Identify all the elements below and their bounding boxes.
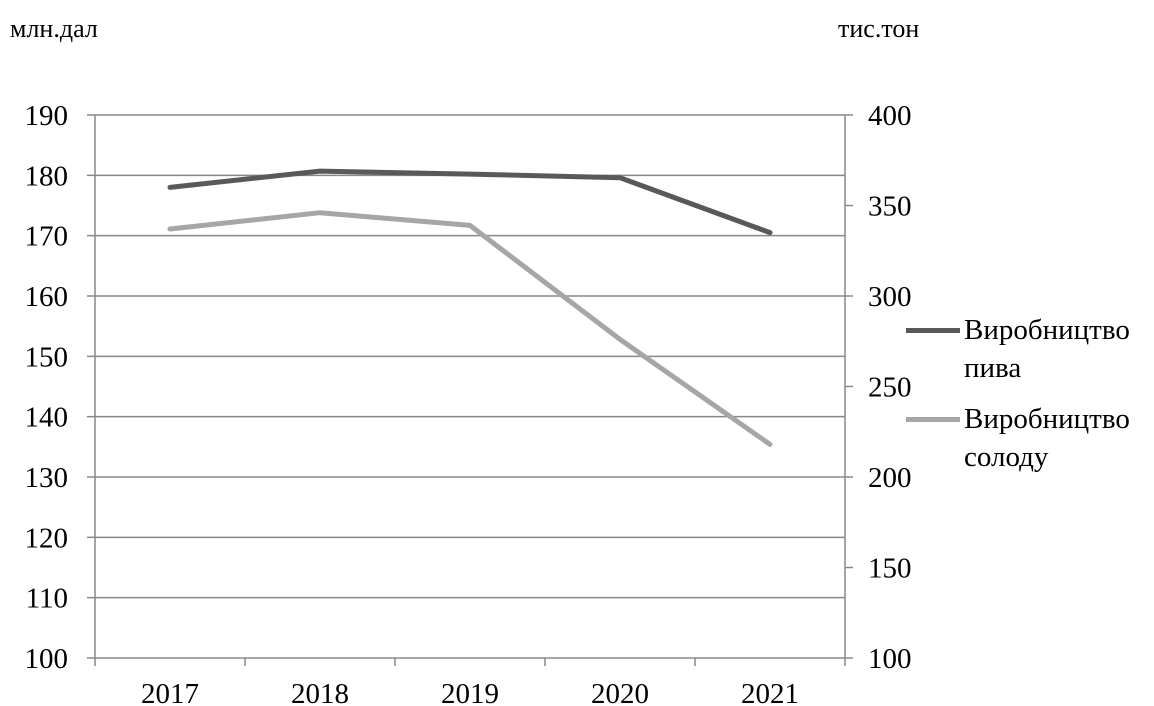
right-tick-label: 350 <box>868 191 912 223</box>
right-tick-label: 100 <box>868 643 912 675</box>
left-tick-label: 120 <box>25 522 69 554</box>
left-tick-label: 170 <box>25 221 69 253</box>
legend-label-malt: Виробництво солоду <box>964 403 1130 473</box>
legend-swatch-malt <box>906 417 960 422</box>
right-axis-unit: тис.тон <box>838 14 920 43</box>
x-tick-label: 2017 <box>141 678 199 706</box>
right-tick-label: 300 <box>868 281 912 313</box>
right-tick-label: 400 <box>868 100 912 132</box>
left-tick-label: 150 <box>25 341 69 373</box>
x-tick-label: 2018 <box>291 678 349 706</box>
right-tick-label: 250 <box>868 372 912 404</box>
x-tick-label: 2021 <box>741 678 799 706</box>
right-tick-label: 200 <box>868 462 912 494</box>
x-tick-label: 2019 <box>441 678 499 706</box>
left-tick-label: 140 <box>25 402 69 434</box>
left-tick-label: 180 <box>25 160 69 192</box>
series-line-malt <box>167 210 773 447</box>
x-tick-label: 2020 <box>591 678 649 706</box>
left-tick-label: 100 <box>25 643 69 675</box>
legend-swatch-beer <box>906 328 960 333</box>
right-tick-label: 150 <box>868 553 912 585</box>
left-tick-label: 130 <box>25 462 69 494</box>
legend-label-beer: Виробництво пива <box>964 314 1130 384</box>
left-tick-label: 110 <box>26 583 68 615</box>
left-axis-unit: млн.дал <box>10 14 98 43</box>
left-tick-label: 160 <box>25 281 69 313</box>
left-tick-label: 190 <box>25 100 69 132</box>
series-line-beer <box>167 168 773 236</box>
